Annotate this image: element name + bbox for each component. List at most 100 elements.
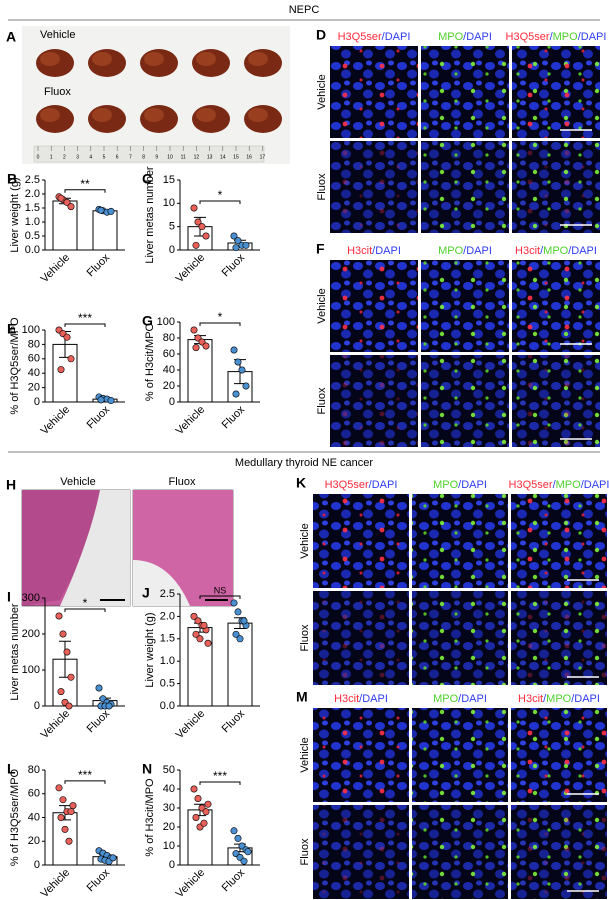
data-point [230,346,238,354]
label-part: MPO [556,479,582,491]
mpo-signal [421,355,509,447]
label-part: H3cit [334,693,359,705]
significance-bracket [199,200,241,204]
data-point [234,834,242,842]
data-point [232,244,240,252]
x-tick-label: Fluox [220,866,248,894]
label-part: MPO [438,31,464,43]
y-tick-label: 100 [22,664,40,676]
mpo-signal [412,494,508,588]
data-point [244,848,252,856]
label-part: MPO [543,245,569,257]
ruler-label: 14 [220,154,226,160]
row-label: Vehicle [316,288,328,323]
label-part: /DAPI [369,479,398,491]
data-point [230,827,238,835]
significance: ** [80,177,90,191]
x-tick-label: Vehicle [39,867,73,900]
data-point [204,800,212,808]
data-point [190,326,198,334]
y-tick-label: 0 [34,859,40,871]
column-label: H3Q5ser/MPO/DAPI [506,31,607,43]
label-part: /DAPI [578,31,607,43]
data-point [230,232,238,240]
histone-signal [512,355,600,447]
y-tick-label: 0 [34,396,40,408]
data-point [192,344,200,352]
bar [52,200,78,251]
y-axis-label: % of H3cit/MPO [144,778,156,857]
data-point [57,688,65,696]
data-point [234,358,242,366]
tissue [133,490,233,606]
y-tick-label: 20 [163,821,175,833]
data-point [107,207,115,215]
data-point [61,825,69,833]
ruler-label: 17 [260,154,266,160]
data-point [242,382,250,390]
data-point [190,785,198,793]
label-part: /DAPI [571,693,600,705]
ruler-labels: 0 1 2 3 4 5 6 7 8 9 10 11 12 13 14 15 16 17 [37,146,266,160]
histone-signal [512,260,600,352]
ruler-label: 11 [181,154,186,160]
panel-letter: E [7,321,16,337]
x-tick-label: Fluox [85,866,113,894]
label-part: MPO [546,693,572,705]
bar [187,809,213,866]
background [60,490,130,606]
y-tick-label: 0 [169,244,175,256]
mpo-signal [412,591,508,685]
label-part: H3cit [515,245,540,257]
y-tick-label: 2.0 [160,610,175,622]
ruler-label: 0 [37,154,40,160]
row-label: Vehicle [299,737,311,772]
data-point [202,342,210,350]
data-point [240,857,248,865]
ruler-label: 2 [63,154,66,160]
significance: *** [78,311,92,325]
data-point [242,241,250,249]
panel-letter: N [142,761,152,777]
data-point [65,837,73,845]
y-tick-label: 20 [28,835,40,847]
histone-signal [313,708,409,802]
data-point [67,203,75,211]
ruler-label: 5 [103,154,106,160]
data-point [97,396,105,404]
data-point [67,355,75,363]
label-part: / [543,693,547,705]
liver-lobe [92,52,112,66]
data-point [109,854,117,862]
y-tick-label: 20 [28,382,40,394]
column-label: H3Q5ser/DAPI [338,31,411,43]
label-part: /DAPI [359,693,388,705]
bar [52,812,78,866]
histone-signal [511,805,607,899]
y-tick-label: 40 [163,364,175,376]
y-tick-label: 50 [163,764,175,776]
x-tick-label: Vehicle [39,252,73,286]
row-label: Vehicle [40,29,75,41]
data-point [59,630,67,638]
data-point [240,617,248,625]
mpo-signal [412,805,508,899]
panel-letter: D [316,27,326,43]
y-tick-label: 0.5 [25,230,40,242]
data-point [95,684,103,692]
label-part: MPO [438,245,464,257]
y-tick-label: 80 [163,332,175,344]
significance: *** [78,768,92,782]
label-part: /DAPI [458,693,487,705]
histone-signal [330,260,418,352]
ruler-label: 6 [116,154,119,160]
data-point [192,241,200,249]
y-tick-label: 40 [28,367,40,379]
y-axis-label: Liver metas number [144,166,156,264]
ruler-label: 13 [207,154,213,160]
data-point [105,702,113,710]
mpo-signal [421,260,509,352]
data-point [57,194,65,202]
histone-signal [330,46,418,138]
